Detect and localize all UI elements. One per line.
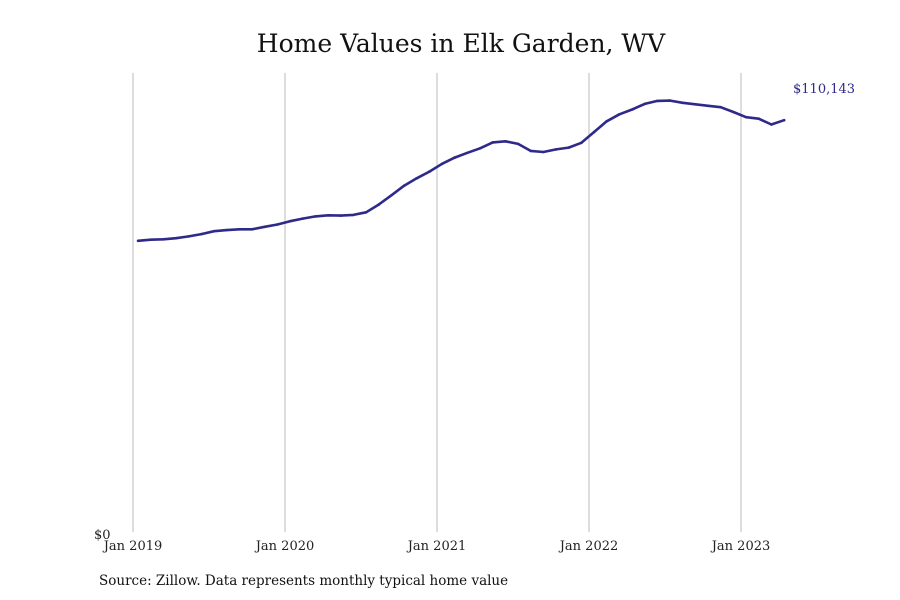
data-point [478, 147, 482, 150]
data-point [326, 214, 330, 217]
data-point [225, 228, 228, 232]
data-point [352, 213, 355, 217]
x-tick-label: Jan 2019 [102, 539, 163, 554]
data-point [719, 105, 722, 109]
data-point [339, 214, 343, 217]
end-value-label: $110,143 [793, 82, 855, 97]
data-point [377, 203, 381, 206]
chart-title: Home Values in Elk Garden, WV [257, 29, 666, 58]
data-point [238, 228, 241, 231]
data-point [592, 130, 596, 134]
data-point [744, 115, 748, 119]
data-point [162, 238, 165, 241]
data-point [250, 228, 254, 231]
data-point [428, 170, 431, 173]
data-point [668, 99, 672, 102]
data-point [630, 108, 634, 111]
data-point [440, 162, 444, 166]
data-point [706, 104, 710, 108]
data-point [187, 235, 190, 238]
y-tick-label-zero: $0 [94, 528, 111, 543]
data-point [402, 184, 406, 187]
data-point [136, 239, 140, 243]
data-point [770, 123, 773, 126]
data-point [301, 217, 305, 220]
data-point [732, 110, 735, 114]
data-point [149, 238, 152, 241]
x-tick-label: Jan 2022 [558, 539, 619, 554]
data-point [491, 141, 495, 144]
data-point [390, 194, 393, 197]
data-point [212, 229, 216, 233]
data-point [504, 140, 507, 143]
data-point [757, 117, 760, 120]
x-tick-label: Jan 2020 [254, 539, 315, 554]
data-point [276, 223, 279, 226]
data-point [643, 102, 646, 106]
data-point [542, 150, 545, 154]
data-point [415, 177, 419, 180]
x-tick-label: Jan 2021 [406, 539, 467, 554]
data-point [782, 118, 786, 122]
data-point [694, 103, 697, 106]
data-point [466, 151, 469, 155]
x-axis-ticks: Jan 2019 Jan 2020 Jan 2021 Jan 2022 Jan 2023 [102, 539, 771, 554]
data-point [529, 149, 532, 153]
data-point [516, 142, 520, 146]
data-point [174, 236, 178, 240]
data-point [605, 120, 608, 123]
data-point [314, 215, 317, 218]
data-point [364, 211, 368, 214]
data-point [200, 232, 203, 236]
data-point [453, 156, 457, 159]
source-note: Source: Zillow. Data represents monthly … [99, 573, 508, 589]
grid-lines [132, 73, 742, 532]
data-point [618, 113, 621, 116]
data-point [681, 101, 684, 105]
data-point [288, 219, 292, 223]
data-point [580, 141, 583, 145]
data-point [554, 148, 558, 151]
series-layer [136, 99, 786, 243]
data-point [263, 225, 267, 229]
data-point [567, 146, 570, 149]
data-point [656, 99, 659, 103]
series-line-0 [136, 99, 786, 243]
x-tick-label: Jan 2023 [710, 539, 771, 554]
